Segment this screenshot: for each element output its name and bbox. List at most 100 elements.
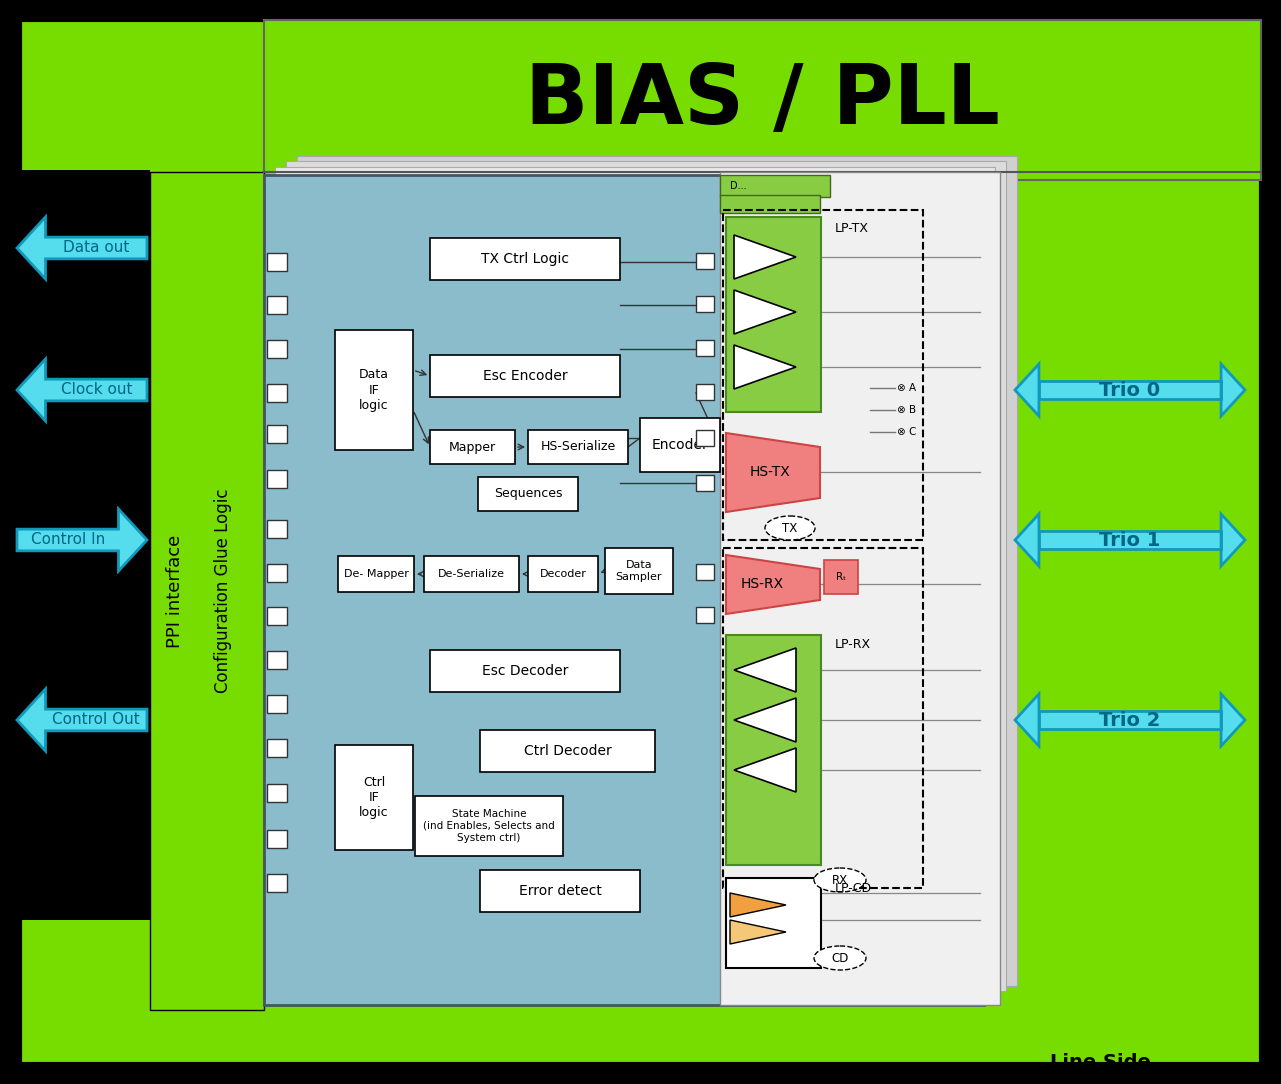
Ellipse shape — [813, 946, 866, 970]
Polygon shape — [726, 433, 820, 512]
Polygon shape — [17, 689, 147, 751]
Text: Control In: Control In — [31, 532, 105, 547]
FancyBboxPatch shape — [430, 354, 620, 397]
FancyBboxPatch shape — [266, 874, 287, 892]
Text: LP-CD: LP-CD — [835, 882, 872, 895]
Polygon shape — [734, 648, 796, 692]
FancyBboxPatch shape — [720, 172, 1000, 1005]
Text: CD: CD — [831, 952, 849, 965]
FancyBboxPatch shape — [430, 430, 515, 464]
Text: TX Ctrl Logic: TX Ctrl Logic — [480, 251, 569, 266]
Text: Encoder: Encoder — [652, 438, 708, 452]
Polygon shape — [734, 698, 796, 743]
FancyBboxPatch shape — [696, 384, 714, 400]
FancyBboxPatch shape — [605, 549, 673, 594]
Polygon shape — [734, 345, 796, 389]
FancyBboxPatch shape — [720, 175, 830, 197]
FancyBboxPatch shape — [286, 162, 1006, 991]
FancyBboxPatch shape — [528, 556, 598, 592]
Text: TX: TX — [783, 521, 798, 534]
Text: Ctrl Decoder: Ctrl Decoder — [524, 744, 611, 758]
FancyBboxPatch shape — [726, 635, 821, 865]
FancyBboxPatch shape — [430, 650, 620, 692]
Text: HS-RX: HS-RX — [740, 577, 784, 591]
Text: Clock out: Clock out — [60, 383, 132, 398]
FancyBboxPatch shape — [266, 739, 287, 757]
Text: Data
Sampler: Data Sampler — [616, 560, 662, 582]
Text: HS-Serialize: HS-Serialize — [541, 440, 616, 453]
FancyBboxPatch shape — [696, 296, 714, 312]
Text: Mapper: Mapper — [448, 440, 496, 453]
Text: Data out: Data out — [63, 241, 129, 256]
Ellipse shape — [813, 868, 866, 892]
Polygon shape — [17, 217, 147, 279]
FancyBboxPatch shape — [266, 384, 287, 402]
FancyBboxPatch shape — [480, 730, 655, 772]
Text: Ctrl
IF
logic: Ctrl IF logic — [359, 776, 389, 820]
FancyBboxPatch shape — [424, 556, 519, 592]
Polygon shape — [1015, 694, 1039, 746]
Text: Trio 1: Trio 1 — [1099, 530, 1161, 550]
Text: Trio 2: Trio 2 — [1099, 710, 1161, 730]
Polygon shape — [730, 893, 787, 917]
FancyBboxPatch shape — [275, 167, 995, 997]
FancyBboxPatch shape — [266, 784, 287, 802]
Text: D...: D... — [730, 181, 747, 191]
FancyBboxPatch shape — [528, 430, 628, 464]
FancyBboxPatch shape — [720, 195, 820, 212]
FancyBboxPatch shape — [696, 607, 714, 623]
FancyBboxPatch shape — [726, 217, 821, 412]
Polygon shape — [1221, 694, 1245, 746]
Text: Line Side: Line Side — [1049, 1053, 1150, 1071]
Text: ⊗ B: ⊗ B — [897, 405, 916, 415]
Polygon shape — [730, 920, 787, 944]
Text: ⊗ C: ⊗ C — [897, 427, 916, 437]
FancyBboxPatch shape — [297, 156, 1017, 986]
Polygon shape — [1015, 514, 1039, 566]
Polygon shape — [1221, 514, 1245, 566]
FancyBboxPatch shape — [266, 520, 287, 538]
Text: BIAS / PLL: BIAS / PLL — [524, 60, 999, 141]
Polygon shape — [17, 509, 147, 571]
FancyBboxPatch shape — [266, 296, 287, 314]
Text: Error detect: Error detect — [519, 883, 602, 898]
Text: Sequences: Sequences — [493, 488, 562, 501]
FancyBboxPatch shape — [1039, 711, 1221, 730]
FancyBboxPatch shape — [1039, 531, 1221, 550]
FancyBboxPatch shape — [266, 651, 287, 669]
Polygon shape — [734, 291, 796, 334]
Text: ⊗ A: ⊗ A — [897, 383, 916, 393]
Text: De-Serialize: De-Serialize — [438, 569, 505, 579]
Text: Esc Decoder: Esc Decoder — [482, 664, 569, 678]
Text: HS-TX: HS-TX — [749, 465, 790, 479]
Polygon shape — [734, 235, 796, 279]
FancyBboxPatch shape — [264, 175, 984, 1005]
Text: LP-RX: LP-RX — [835, 638, 871, 651]
FancyBboxPatch shape — [480, 870, 640, 912]
Text: Control Out: Control Out — [53, 712, 140, 727]
FancyBboxPatch shape — [640, 418, 720, 472]
FancyBboxPatch shape — [696, 430, 714, 446]
FancyBboxPatch shape — [20, 20, 1261, 1064]
Text: Data
IF
logic: Data IF logic — [359, 369, 389, 412]
Text: State Machine
(ind Enables, Selects and
System ctrl): State Machine (ind Enables, Selects and … — [423, 810, 555, 842]
FancyBboxPatch shape — [336, 330, 412, 450]
FancyBboxPatch shape — [266, 470, 287, 488]
Text: Esc Encoder: Esc Encoder — [483, 369, 567, 383]
FancyBboxPatch shape — [430, 238, 620, 280]
Text: Configuration Glue Logic: Configuration Glue Logic — [214, 489, 232, 694]
Text: RX: RX — [831, 874, 848, 887]
FancyBboxPatch shape — [415, 796, 564, 856]
Text: De- Mapper: De- Mapper — [343, 569, 409, 579]
FancyBboxPatch shape — [150, 172, 264, 1010]
FancyBboxPatch shape — [266, 564, 287, 582]
FancyBboxPatch shape — [696, 475, 714, 491]
FancyBboxPatch shape — [726, 878, 821, 968]
FancyBboxPatch shape — [1039, 380, 1221, 399]
Polygon shape — [17, 359, 147, 421]
Text: LP-TX: LP-TX — [835, 222, 869, 235]
FancyBboxPatch shape — [478, 477, 578, 511]
Polygon shape — [1015, 364, 1039, 416]
FancyBboxPatch shape — [266, 340, 287, 358]
Ellipse shape — [765, 516, 815, 540]
